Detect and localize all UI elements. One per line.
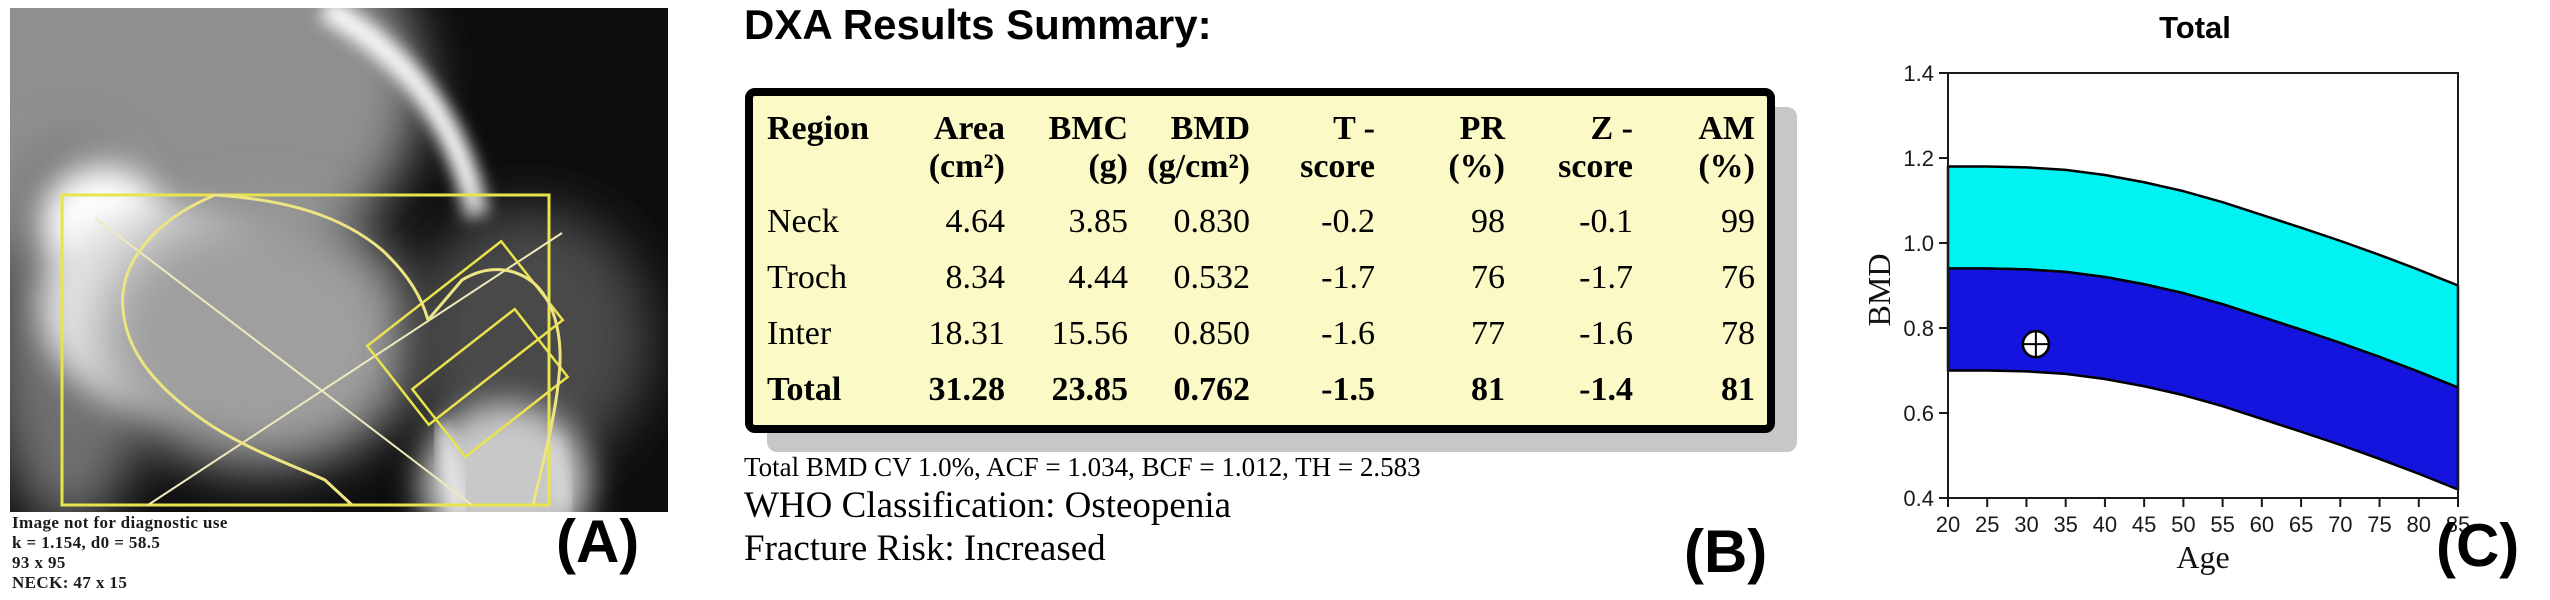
value-cell: -1.4 [1579, 371, 1633, 408]
value-cell: -0.1 [1579, 203, 1633, 240]
value-cell: 31.28 [928, 371, 1006, 408]
value-cell: 3.85 [1068, 203, 1129, 240]
value-cell: 0.850 [1173, 315, 1251, 352]
caption-line: Image not for diagnostic use [12, 513, 228, 532]
value-cell: 0.830 [1173, 203, 1251, 240]
value-cell: 18.31 [928, 315, 1006, 352]
x-tick-label: 45 [2132, 512, 2156, 537]
panel-b-label: (B) [1684, 518, 1768, 585]
value-cell: -1.6 [1579, 315, 1633, 352]
x-tick-label: 25 [1975, 512, 1999, 537]
column-header-z: Z - score [1558, 110, 1633, 185]
roi-box [60, 193, 551, 507]
x-tick-label: 30 [2014, 512, 2038, 537]
column-header-pr: PR (%) [1448, 110, 1505, 185]
calibration-footnote: Total BMD CV 1.0%, ACF = 1.034, BCF = 1.… [744, 452, 1421, 482]
value-cell: 76 [1471, 259, 1505, 296]
value-cell: 76 [1721, 259, 1755, 296]
y-axis-label: BMD [1861, 254, 1897, 327]
x-tick-label: 20 [1936, 512, 1960, 537]
y-tick-label: 0.4 [1903, 486, 1934, 511]
bone-contour-right [214, 193, 562, 506]
value-cell: 77 [1471, 315, 1505, 352]
value-cell: -1.6 [1321, 315, 1375, 352]
value-cell: 99 [1721, 203, 1755, 240]
column-header-region: Region [767, 110, 869, 147]
dxa-results-table: Region Area (cm²) BMC (g) BMD (g/cm²) T - score P… [745, 88, 1775, 433]
value-cell: 0.762 [1173, 371, 1251, 408]
value-cell: 81 [1471, 371, 1505, 408]
value-cell: -0.2 [1321, 203, 1375, 240]
chart-title: Total [2159, 10, 2231, 45]
region-cell: Neck [767, 203, 839, 240]
value-cell: -1.7 [1321, 259, 1375, 296]
value-cell: 23.85 [1051, 371, 1129, 408]
roi-overlay [60, 193, 570, 507]
x-tick-label: 55 [2210, 512, 2234, 537]
y-tick-label: 1.4 [1903, 61, 1934, 86]
value-cell: -1.7 [1579, 259, 1633, 296]
x-tick-label: 80 [2407, 512, 2431, 537]
x-axis-label: Age [2176, 539, 2229, 575]
value-cell: 98 [1471, 203, 1505, 240]
caption-line: 93 x 95 [12, 553, 66, 572]
value-cell: 81 [1721, 371, 1755, 408]
y-tick-label: 1.0 [1903, 231, 1934, 256]
plot-frame [1947, 72, 2459, 499]
panel-a-label: (A) [556, 508, 640, 575]
x-tick-label: 85 [2446, 512, 2470, 537]
y-tick-label: 1.2 [1903, 146, 1934, 171]
shaft-axis-line [147, 232, 563, 506]
bone-contour-left [121, 193, 354, 507]
column-header-bmc: BMC (g) [1048, 110, 1128, 185]
column-header-bmd: BMD (g/cm²) [1147, 110, 1250, 185]
results-summary-title: DXA Results Summary: [744, 1, 1212, 48]
neck-axis-line [94, 217, 473, 506]
value-cell: 8.34 [945, 259, 1006, 296]
value-cell: 4.44 [1068, 259, 1129, 296]
y-tick-label: 0.6 [1903, 401, 1934, 426]
value-cell: -1.5 [1321, 371, 1375, 408]
value-cell: 0.532 [1173, 259, 1251, 296]
value-cell: 78 [1721, 315, 1755, 352]
who-classification: WHO Classification: Osteopenia [744, 485, 1232, 526]
x-tick-label: 50 [2171, 512, 2195, 537]
x-tick-label: 65 [2289, 512, 2313, 537]
value-cell: 4.64 [945, 203, 1006, 240]
x-tick-label: 60 [2250, 512, 2274, 537]
region-cell: Troch [767, 259, 847, 296]
hip-xray-image [10, 8, 668, 512]
column-header-area: Area (cm²) [928, 110, 1005, 185]
x-tick-label: 70 [2328, 512, 2352, 537]
neck-roi-box-inner [410, 307, 570, 459]
dxa-results-grid: Region Area (cm²) BMC (g) BMD (g/cm²) T - score P… [753, 96, 1767, 418]
caption-line: k = 1.154, d0 = 58.5 [12, 533, 161, 552]
value-cell: 15.56 [1051, 315, 1129, 352]
panel-c-label: (C) [2436, 512, 2520, 579]
region-cell: Total [767, 371, 842, 408]
bmd-age-chart: 0.4 0.6 0.8 1.0 1.2 1.4 20 25 30 35 40 45 50 55 60 65 70… [1861, 10, 2470, 575]
column-header-t: T - score [1300, 110, 1375, 185]
x-tick-label: 75 [2367, 512, 2391, 537]
fracture-risk: Fracture Risk: Increased [744, 528, 1106, 569]
x-tick-label: 40 [2093, 512, 2117, 537]
xray-caption: Image not for diagnostic use k = 1.154, … [12, 513, 228, 593]
column-header-am: AM (%) [1698, 110, 1755, 185]
caption-line: NECK: 47 x 15 [12, 573, 128, 592]
region-cell: Inter [767, 315, 832, 352]
y-tick-label: 0.8 [1903, 316, 1934, 341]
x-tick-label: 35 [2053, 512, 2077, 537]
